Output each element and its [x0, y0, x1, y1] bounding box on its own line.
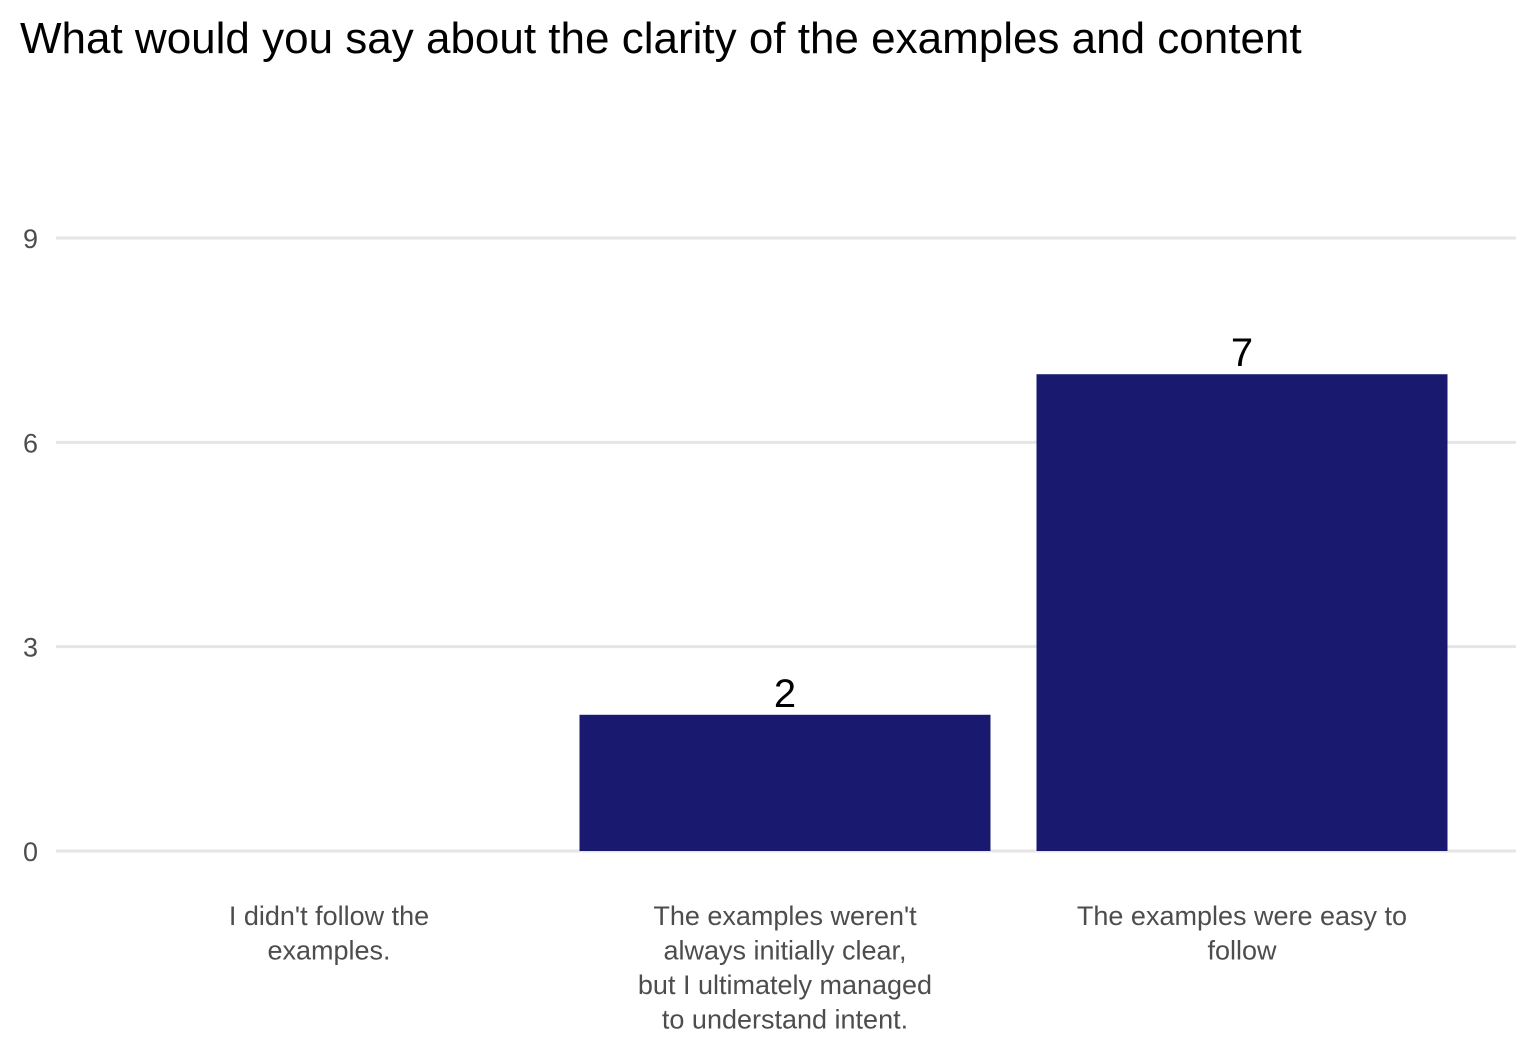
- x-tick-label: The examples weren't: [653, 901, 917, 931]
- y-tick-label: 6: [23, 428, 38, 458]
- x-tick-label: I didn't follow the: [229, 901, 429, 931]
- x-tick-label: but I ultimately managed: [638, 970, 932, 1000]
- x-tick-label: to understand intent.: [662, 1005, 908, 1035]
- bar: [579, 714, 991, 851]
- x-tick-label: follow: [1207, 936, 1277, 966]
- bars: [579, 374, 1448, 851]
- data-label: 7: [1231, 331, 1253, 375]
- y-tick-label: 0: [23, 837, 38, 867]
- bar: [1036, 374, 1448, 851]
- chart-title: What would you say about the clarity of …: [20, 14, 1302, 63]
- data-labels: 27: [774, 331, 1253, 716]
- x-tick-label: The examples were easy to: [1077, 901, 1407, 931]
- data-label: 2: [774, 672, 796, 716]
- y-axis-ticks: 0 3 6 9: [23, 224, 38, 867]
- x-tick-label: always initially clear,: [663, 936, 906, 966]
- x-tick-label: examples.: [267, 936, 390, 966]
- y-tick-label: 3: [23, 633, 38, 663]
- y-tick-label: 9: [23, 224, 38, 254]
- x-axis-ticks: I didn't follow the examples. The examples…: [229, 901, 1407, 1035]
